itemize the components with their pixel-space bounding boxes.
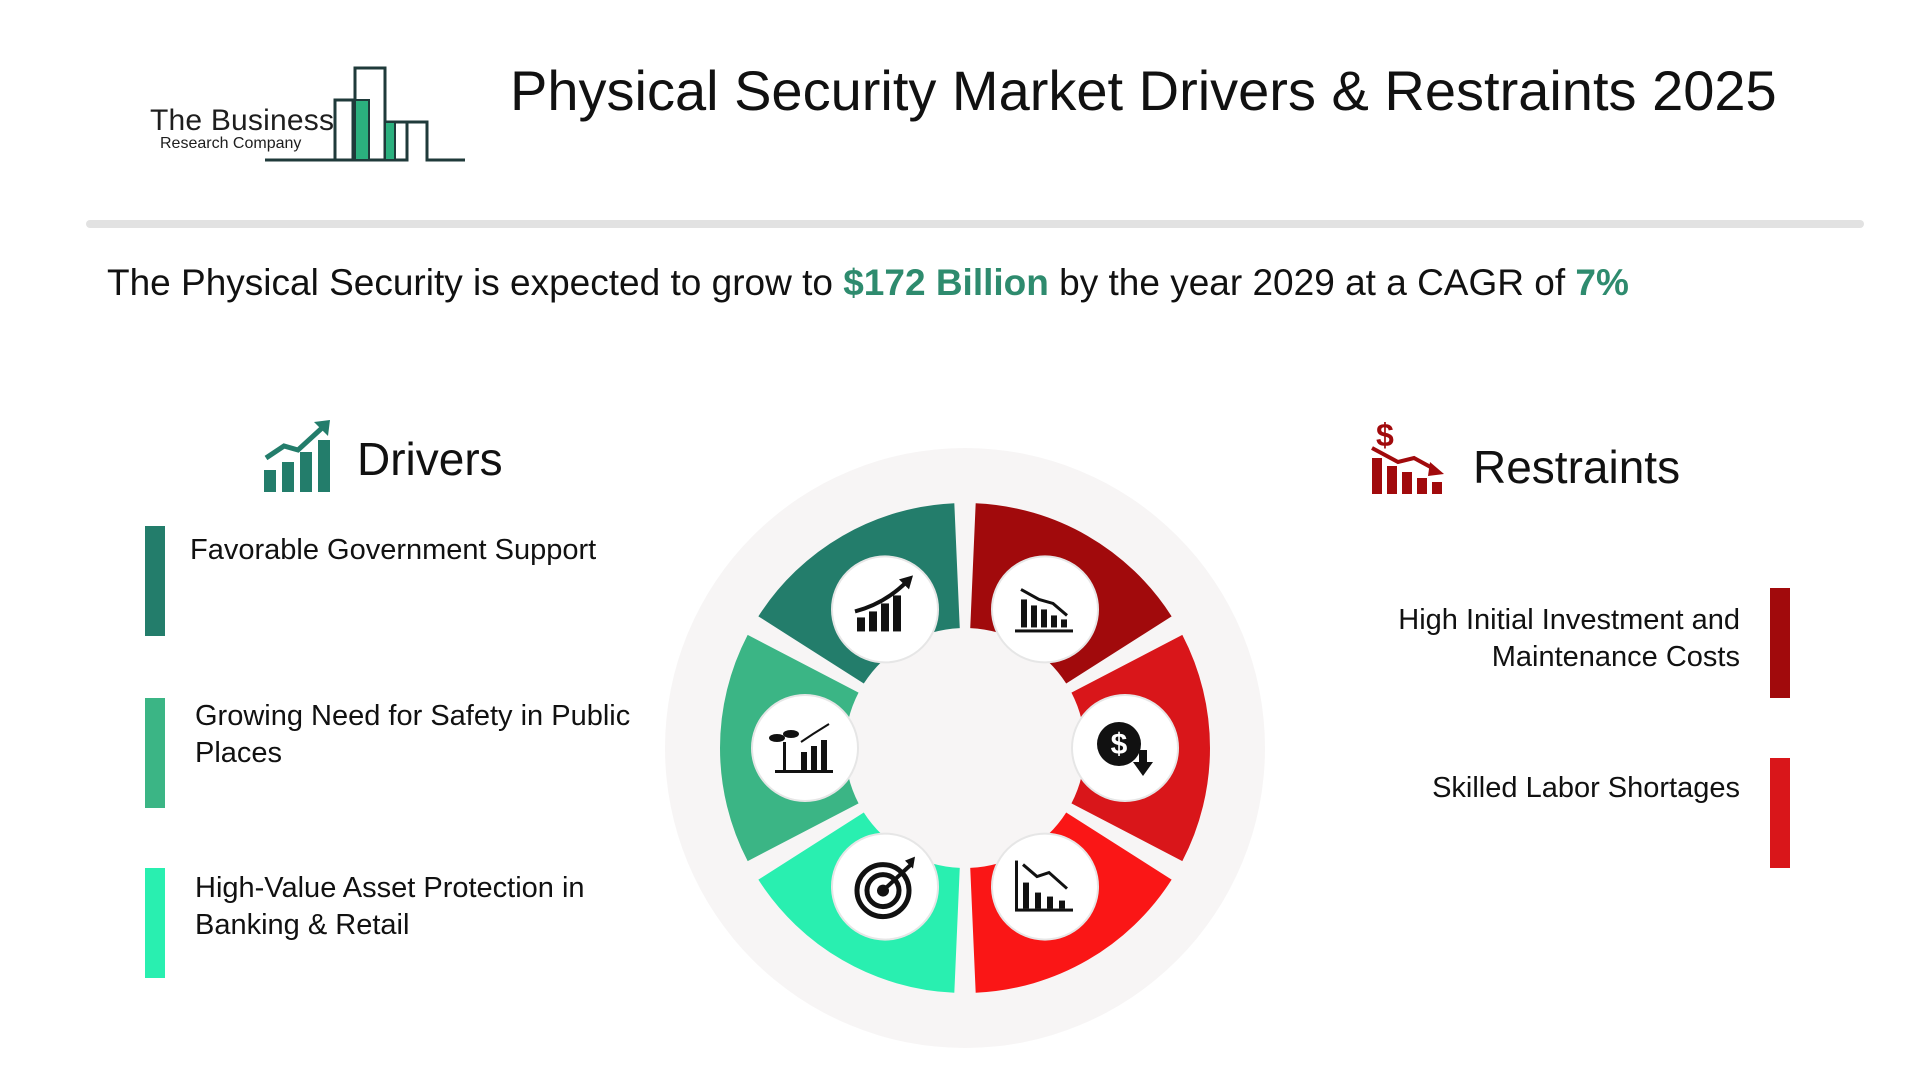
page-title: Physical Security Market Drivers & Restr… — [510, 59, 1777, 122]
driver-label: High-Value Asset Protection in Banking &… — [195, 872, 585, 941]
chart-decline-icon — [991, 832, 1099, 941]
driver-color-bar — [145, 868, 165, 978]
dollar-down-icon: $ — [1071, 694, 1179, 802]
svg-text:$: $ — [1376, 418, 1394, 453]
restraint-item: High Initial Investment and Maintenance … — [1290, 588, 1790, 698]
driver-label: Growing Need for Safety in Public Places — [195, 700, 631, 769]
market-value: $172 Billion — [843, 262, 1049, 303]
logo-name: The Business — [150, 104, 335, 137]
summary-prefix: The Physical Security is expected to gro… — [107, 262, 844, 303]
logo-buildings-graphic — [265, 66, 465, 162]
restraint-label: High Initial Investment and Maintenance … — [1398, 604, 1740, 673]
drivers-title: Drivers — [357, 433, 503, 485]
bar-chart-growth-icon — [831, 555, 939, 664]
plant-growth-chart-icon — [751, 694, 859, 802]
company-logo: The Business Research Company — [145, 60, 475, 170]
bar-chart-decline-icon — [991, 555, 1099, 664]
logo-subtitle: Research Company — [160, 135, 302, 152]
driver-label: Favorable Government Support — [190, 534, 597, 566]
restraint-color-bar — [1770, 758, 1790, 868]
driver-color-bar — [145, 526, 165, 636]
restraint-label: Skilled Labor Shortages — [1432, 772, 1740, 804]
restraint-color-bar — [1770, 588, 1790, 698]
svg-text:$: $ — [1111, 728, 1128, 761]
restraint-item: Skilled Labor Shortages — [1290, 758, 1790, 868]
market-summary: The Physical Security is expected to gro… — [107, 262, 1629, 304]
target-icon — [831, 832, 939, 941]
cagr-value: 7% — [1575, 262, 1629, 303]
dollar-decline-chart-icon: $ — [1371, 418, 1444, 494]
header-divider — [86, 220, 1864, 228]
driver-color-bar — [145, 698, 165, 808]
restraints-title: Restraints — [1473, 441, 1681, 493]
summary-middle: by the year 2029 at a CAGR of — [1048, 262, 1576, 303]
drivers-restraints-wheel: $ — [665, 448, 1265, 1053]
growth-chart-icon — [264, 420, 330, 492]
